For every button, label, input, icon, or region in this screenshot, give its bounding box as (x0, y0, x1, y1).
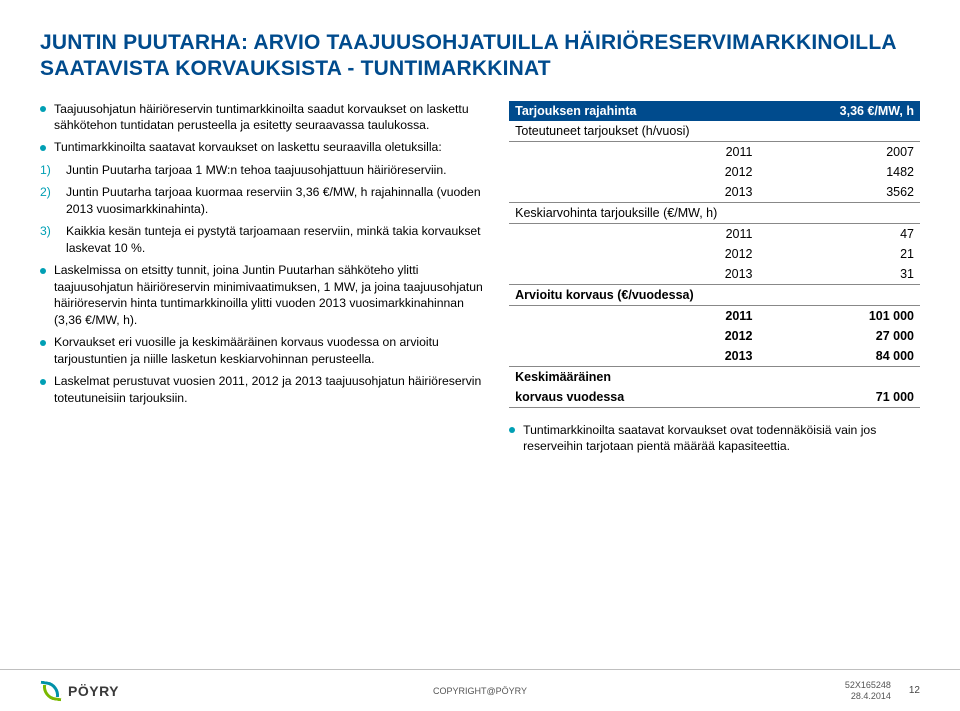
year-cell: 2013 (509, 182, 758, 203)
logo-mark-icon (40, 682, 62, 700)
value-cell: 27 000 (759, 326, 921, 346)
numbered-list: 1) Juntin Puutarha tarjoaa 1 MW:n tehoa t… (40, 162, 485, 256)
bullet-list-bottom: Laskelmissa on etsitty tunnit, joina Jun… (40, 262, 485, 406)
slide-footer: PÖYRY COPYRIGHT@PÖYRY 52X165248 28.4.201… (0, 669, 960, 711)
section-label: Toteutuneet tarjoukset (h/vuosi) (509, 121, 920, 142)
table-row: 20133562 (509, 182, 920, 203)
left-column: Taajuusohjatun häiriöreservin tuntimarkk… (40, 101, 485, 455)
table-row: 201331 (509, 264, 920, 285)
year-cell: 2011 (509, 305, 758, 326)
year-cell: 2013 (509, 346, 758, 367)
bullet-item: Taajuusohjatun häiriöreservin tuntimarkk… (40, 101, 485, 134)
table-avg-row: korvaus vuodessa 71 000 (509, 387, 920, 408)
table-row: 201147 (509, 223, 920, 244)
table-header-row: Tarjouksen rajahinta 3,36 €/MW, h (509, 101, 920, 121)
table-row: 20112007 (509, 141, 920, 162)
value-cell: 2007 (759, 141, 921, 162)
right-note: Tuntimarkkinoilta saatavat korvaukset ov… (509, 422, 920, 455)
table-header-label: Tarjouksen rajahinta (509, 101, 758, 121)
content-columns: Taajuusohjatun häiriöreservin tuntimarkk… (40, 101, 920, 455)
value-cell: 101 000 (759, 305, 921, 326)
footer-right: 52X165248 28.4.2014 12 (845, 680, 920, 702)
footer-page-number: 12 (909, 685, 920, 697)
pricing-table: Tarjouksen rajahinta 3,36 €/MW, h Toteut… (509, 101, 920, 408)
avg-label-2: korvaus vuodessa (509, 387, 758, 408)
bullet-list-top: Taajuusohjatun häiriöreservin tuntimarkk… (40, 101, 485, 156)
footer-copyright: COPYRIGHT@PÖYRY (433, 686, 527, 696)
table-row: 201227 000 (509, 326, 920, 346)
bullet-item: Laskelmissa on etsitty tunnit, joina Jun… (40, 262, 485, 328)
bullet-item: Korvaukset eri vuosille ja keskimääräine… (40, 334, 485, 367)
footer-date: 28.4.2014 (845, 691, 891, 702)
table-avg-row: Keskimääräinen (509, 366, 920, 387)
list-number: 2) (40, 184, 51, 200)
bullet-item: Laskelmat perustuvat vuosien 2011, 2012 … (40, 373, 485, 406)
value-cell: 84 000 (759, 346, 921, 367)
slide-title: JUNTIN PUUTARHA: ARVIO TAAJUUSOHJATUILLA… (40, 30, 920, 83)
slide: JUNTIN PUUTARHA: ARVIO TAAJUUSOHJATUILLA… (0, 0, 960, 711)
table-row: 201384 000 (509, 346, 920, 367)
year-cell: 2012 (509, 326, 758, 346)
year-cell: 2013 (509, 264, 758, 285)
right-column: Tarjouksen rajahinta 3,36 €/MW, h Toteut… (509, 101, 920, 455)
table-section-row: Keskiarvohinta tarjouksille (€/MW, h) (509, 202, 920, 223)
avg-label-1: Keskimääräinen (509, 366, 758, 387)
table-row: 2011101 000 (509, 305, 920, 326)
value-cell: 47 (759, 223, 921, 244)
table-row: 201221 (509, 244, 920, 264)
list-number: 1) (40, 162, 51, 178)
poyry-logo: PÖYRY (40, 682, 119, 700)
numbered-item: 1) Juntin Puutarha tarjoaa 1 MW:n tehoa t… (40, 162, 485, 178)
numbered-item: 2) Juntin Puutarha tarjoaa kuormaa reserv… (40, 184, 485, 217)
note-item: Tuntimarkkinoilta saatavat korvaukset ov… (509, 422, 920, 455)
value-cell: 31 (759, 264, 921, 285)
numbered-text: Juntin Puutarha tarjoaa kuormaa reservii… (66, 185, 481, 215)
bullet-item: Tuntimarkkinoilta saatavat korvaukset on… (40, 139, 485, 155)
table-section-row: Toteutuneet tarjoukset (h/vuosi) (509, 121, 920, 142)
year-cell: 2011 (509, 141, 758, 162)
numbered-text: Kaikkia kesän tunteja ei pystytä tarjoam… (66, 224, 481, 254)
logo-text: PÖYRY (68, 683, 119, 699)
numbered-text: Juntin Puutarha tarjoaa 1 MW:n tehoa taa… (66, 163, 447, 177)
section-label: Arvioitu korvaus (€/vuodessa) (509, 284, 920, 305)
value-cell: 21 (759, 244, 921, 264)
year-cell: 2012 (509, 162, 758, 182)
list-number: 3) (40, 223, 51, 239)
section-label: Keskiarvohinta tarjouksille (€/MW, h) (509, 202, 920, 223)
footer-docnum: 52X165248 (845, 680, 891, 691)
table-row: 20121482 (509, 162, 920, 182)
numbered-item: 3) Kaikkia kesän tunteja ei pystytä tarjo… (40, 223, 485, 256)
year-cell: 2011 (509, 223, 758, 244)
value-cell: 3562 (759, 182, 921, 203)
value-cell: 1482 (759, 162, 921, 182)
table-section-row: Arvioitu korvaus (€/vuodessa) (509, 284, 920, 305)
year-cell: 2012 (509, 244, 758, 264)
table-header-value: 3,36 €/MW, h (840, 104, 914, 118)
avg-value: 71 000 (759, 387, 921, 408)
